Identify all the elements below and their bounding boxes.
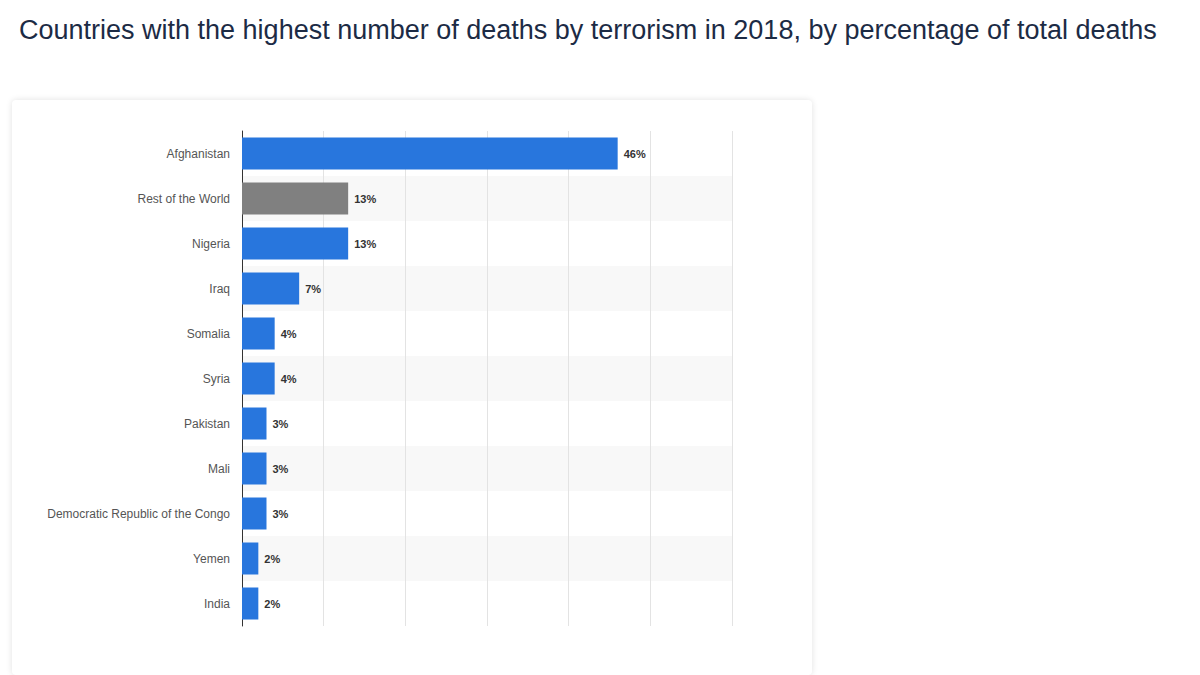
svg-text:4%: 4% bbox=[281, 373, 297, 385]
svg-text:4%: 4% bbox=[281, 328, 297, 340]
svg-text:Mali: Mali bbox=[208, 462, 230, 476]
svg-text:Somalia: Somalia bbox=[187, 327, 231, 341]
svg-text:3%: 3% bbox=[273, 463, 289, 475]
svg-text:Syria: Syria bbox=[203, 372, 231, 386]
svg-text:India: India bbox=[204, 597, 230, 611]
svg-text:46%: 46% bbox=[624, 148, 646, 160]
svg-text:2%: 2% bbox=[264, 553, 280, 565]
svg-text:Iraq: Iraq bbox=[209, 282, 230, 296]
svg-text:3%: 3% bbox=[273, 508, 289, 520]
svg-text:13%: 13% bbox=[354, 238, 376, 250]
svg-text:Countries with the highest num: Countries with the highest number of dea… bbox=[19, 15, 1157, 45]
svg-text:Afghanistan: Afghanistan bbox=[167, 147, 230, 161]
svg-text:Pakistan: Pakistan bbox=[184, 417, 230, 431]
svg-text:13%: 13% bbox=[354, 193, 376, 205]
svg-text:Yemen: Yemen bbox=[193, 552, 230, 566]
svg-text:3%: 3% bbox=[273, 418, 289, 430]
svg-text:Nigeria: Nigeria bbox=[192, 237, 230, 251]
svg-text:7%: 7% bbox=[305, 283, 321, 295]
svg-text:Rest of the World: Rest of the World bbox=[138, 192, 230, 206]
svg-text:Democratic Republic of the Con: Democratic Republic of the Congo bbox=[47, 507, 230, 521]
svg-text:2%: 2% bbox=[264, 598, 280, 610]
